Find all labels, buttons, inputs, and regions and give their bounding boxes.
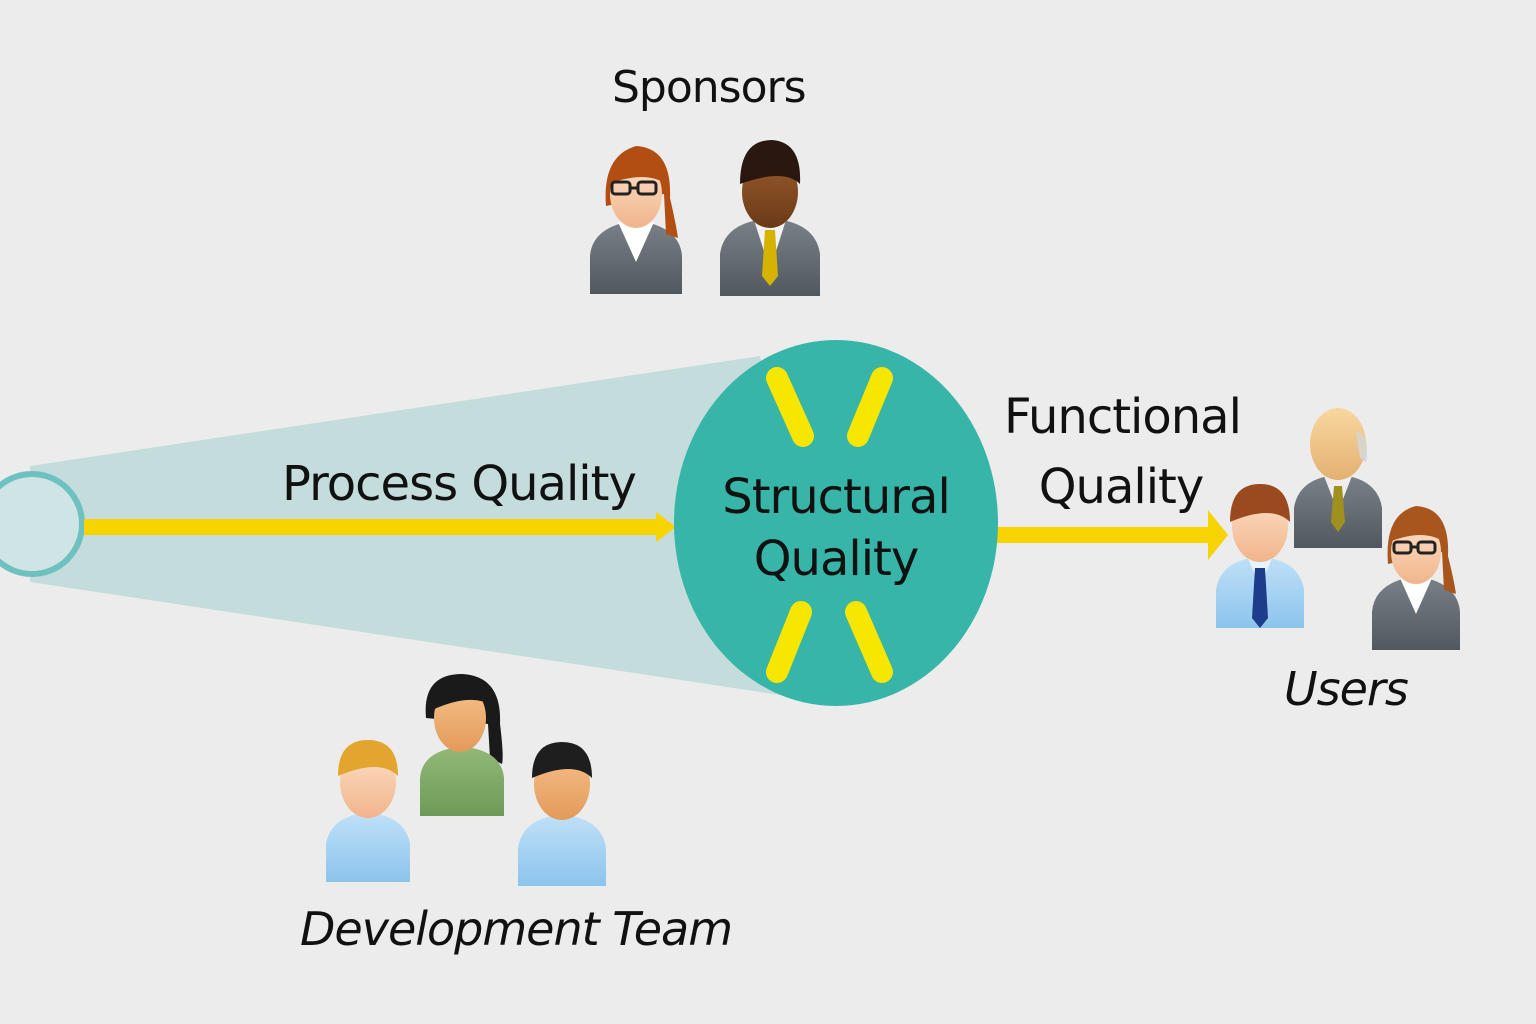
process-arrow-shaft — [84, 519, 660, 535]
functional-quality-label: Functional Quality — [1004, 382, 1242, 522]
older-man-icon — [1294, 408, 1382, 548]
cone-origin-ring — [0, 471, 85, 577]
spark-top-left — [766, 367, 814, 447]
functional-arrow-head — [1208, 510, 1228, 560]
spark-marks — [766, 367, 893, 683]
process-quality-label: Process Quality — [282, 456, 637, 512]
woman-glasses-icon — [1372, 506, 1460, 650]
man-blond-icon — [326, 740, 410, 882]
structural-quality-line2: Quality — [753, 531, 920, 587]
development-team-label: Development Team — [300, 902, 733, 956]
functional-arrow-shaft — [996, 527, 1212, 543]
sponsors-label: Sponsors — [612, 62, 807, 113]
woman-icon — [420, 674, 504, 816]
structural-quality-line1: Structural — [722, 469, 951, 525]
spark-bottom-right — [845, 601, 893, 683]
man-tie-icon — [1216, 484, 1304, 628]
structural-quality-circle — [674, 340, 998, 706]
spark-bottom-left — [766, 601, 812, 683]
users-label: Users — [1284, 662, 1409, 716]
functional-quality-line2: Quality — [1038, 459, 1205, 515]
functional-quality-line1: Functional — [1004, 389, 1242, 445]
process-arrow-head — [656, 512, 676, 542]
spark-top-right — [847, 367, 893, 447]
woman-glasses-icon — [590, 146, 682, 294]
man-dark-hair-icon — [518, 742, 606, 886]
man-suit-icon — [720, 140, 820, 296]
structural-quality-label: Structural Quality — [706, 466, 966, 590]
